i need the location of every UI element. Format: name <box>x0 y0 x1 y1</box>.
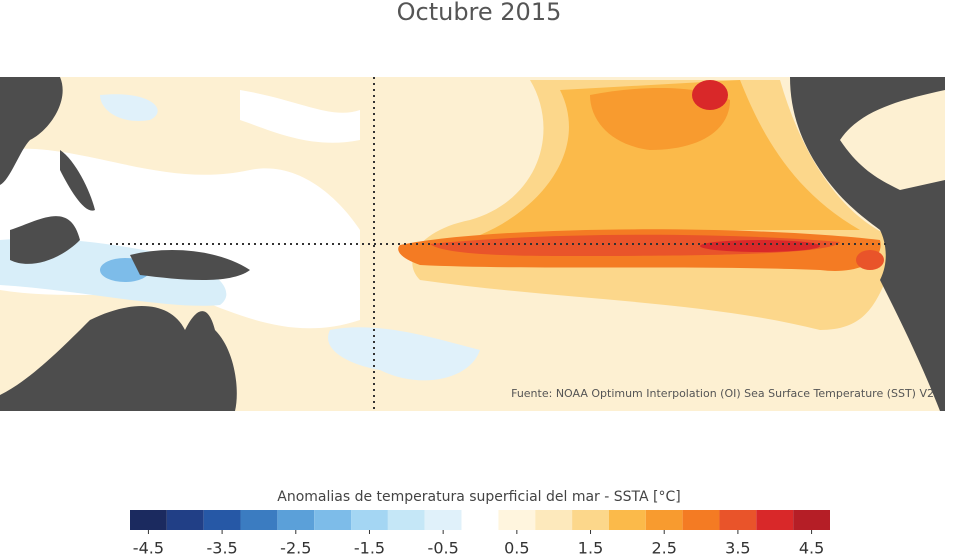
tick-label: -4.5 <box>133 539 164 557</box>
colorbar-bin <box>461 510 499 530</box>
colorbar-bin <box>498 510 536 530</box>
colorbar-bin <box>645 510 683 530</box>
tick-label: -0.5 <box>428 539 459 557</box>
tick-label: 4.5 <box>799 539 824 557</box>
tick-label: -3.5 <box>206 539 237 557</box>
colorbar-bin <box>314 510 352 530</box>
tick-label: 0.5 <box>504 539 529 557</box>
colorbar-bin <box>572 510 609 530</box>
colorbar-bin <box>756 510 794 530</box>
colorbar-bin <box>203 510 241 530</box>
colorbar-bin <box>608 510 646 530</box>
colorbar-bin <box>166 510 204 530</box>
tick-label: 1.5 <box>578 539 603 557</box>
colorbar-bin <box>682 510 720 530</box>
colorbar-bin <box>424 510 462 530</box>
tick-label: -2.5 <box>280 539 311 557</box>
colorbar-bin <box>277 510 315 530</box>
colorbar-bin <box>535 510 573 530</box>
colorbar-bin <box>130 510 167 530</box>
colorbar-bin <box>240 510 278 530</box>
map: Fuente: NOAA Optimum Interpolation (OI) … <box>0 77 945 411</box>
tick-label: 2.5 <box>651 539 676 557</box>
colorbar-bin <box>387 510 425 530</box>
colorbar-label: Anomalias de temperatura superficial del… <box>277 489 680 505</box>
colorbar-bin <box>351 510 388 530</box>
colorbar-bin <box>719 510 757 530</box>
colorbar-bin <box>793 510 830 530</box>
source-note: Fuente: NOAA Optimum Interpolation (OI) … <box>511 387 934 400</box>
tick-label: 3.5 <box>725 539 750 557</box>
title: Octubre 2015 <box>397 0 562 26</box>
tick-label: -1.5 <box>354 539 385 557</box>
